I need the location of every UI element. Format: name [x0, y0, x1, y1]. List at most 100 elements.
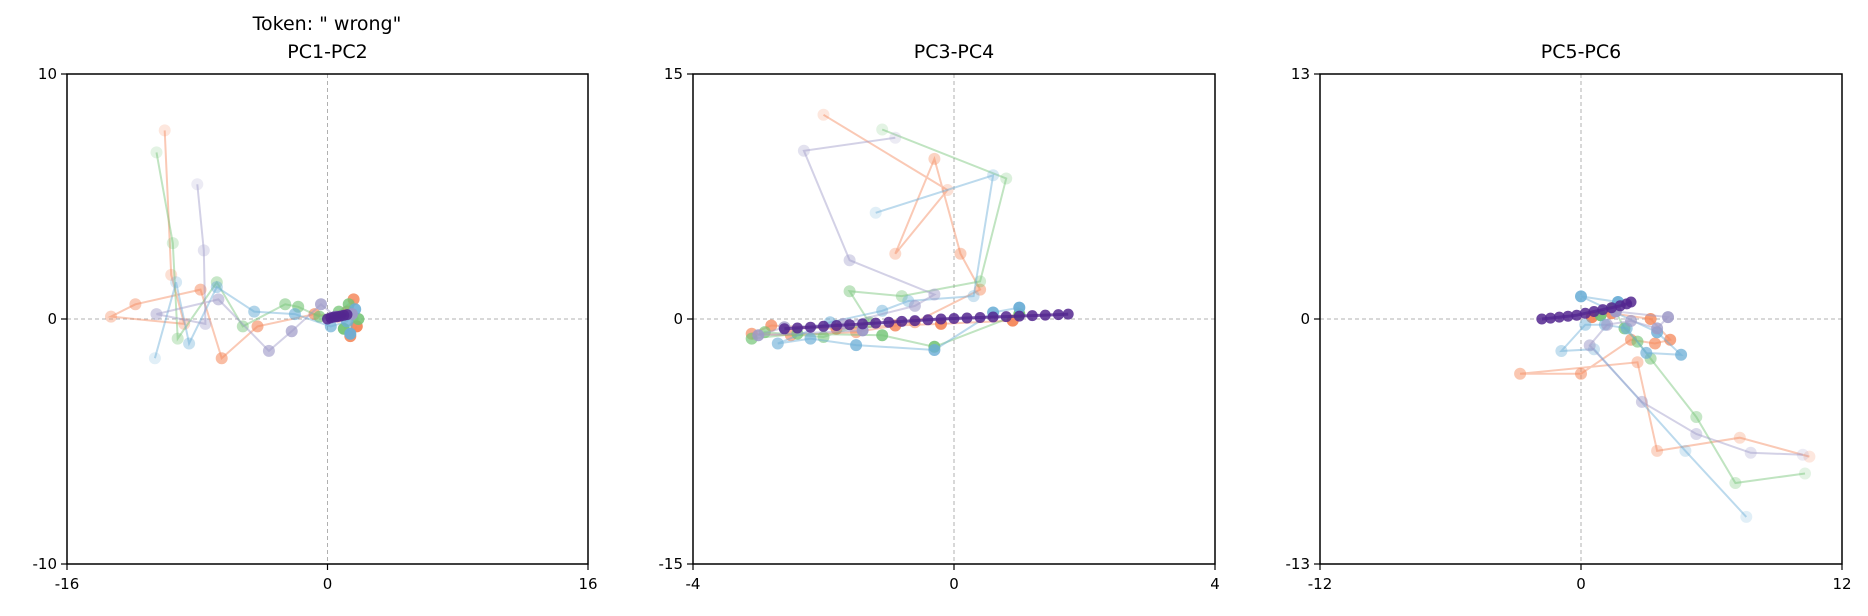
subplot-title: PC3-PC4	[914, 41, 994, 63]
data-point	[831, 320, 842, 331]
data-point	[889, 131, 902, 144]
data-point	[1733, 431, 1746, 444]
data-point	[210, 281, 223, 294]
data-point	[974, 275, 987, 288]
data-point	[1013, 301, 1026, 314]
series-line	[751, 113, 1013, 337]
data-point	[869, 206, 882, 219]
y-tick-label: 0	[1300, 310, 1310, 328]
data-point	[1649, 337, 1661, 350]
data-point	[285, 325, 298, 338]
series-5	[322, 309, 353, 325]
data-point	[1553, 311, 1565, 323]
data-point	[165, 268, 178, 281]
data-point	[251, 320, 264, 333]
x-tick-label: -16	[55, 575, 80, 593]
x-tick-label: -4	[686, 575, 701, 593]
data-point	[1583, 339, 1596, 352]
subplot-1: -16 0 16 -10 0 10 PC1-PC2	[33, 41, 598, 593]
data-point	[210, 276, 223, 289]
data-point	[1635, 395, 1648, 408]
data-point	[1740, 510, 1753, 523]
data-point	[1631, 356, 1644, 369]
data-point	[928, 344, 941, 356]
data-point	[1796, 448, 1809, 461]
data-point	[1625, 314, 1637, 327]
data-point	[1662, 311, 1674, 324]
series-line	[107, 130, 358, 360]
data-point	[215, 352, 228, 365]
data-point	[1690, 428, 1703, 440]
data-point	[1588, 306, 1600, 317]
data-point	[876, 329, 889, 342]
data-point	[928, 152, 941, 165]
data-point	[857, 318, 869, 330]
series-4	[752, 131, 941, 342]
data-point	[1579, 318, 1592, 331]
series-line	[1559, 295, 1748, 518]
data-point	[1651, 444, 1664, 457]
data-point	[928, 288, 941, 301]
x-tick-label: 0	[323, 575, 333, 593]
data-point	[1625, 296, 1637, 308]
series-line	[156, 184, 353, 353]
data-point	[150, 146, 163, 159]
data-point	[844, 319, 856, 331]
data-point	[1597, 304, 1609, 316]
data-point	[1571, 309, 1583, 321]
data-point	[183, 337, 196, 350]
data-point	[1579, 307, 1591, 319]
data-point	[129, 298, 142, 311]
data-point	[1536, 313, 1548, 325]
data-point	[158, 124, 171, 137]
series-5	[1536, 296, 1637, 325]
data-point	[148, 352, 161, 365]
data-point	[1026, 310, 1038, 322]
data-point	[1601, 318, 1614, 331]
data-point	[1664, 333, 1677, 346]
data-point	[935, 313, 947, 325]
data-point	[212, 293, 225, 306]
data-point	[895, 290, 908, 303]
y-tick-label: 15	[664, 65, 683, 83]
series-line	[777, 173, 1020, 352]
data-point	[804, 332, 817, 345]
series-1	[105, 124, 363, 365]
data-point	[344, 327, 357, 340]
x-tick-label: 0	[949, 575, 959, 593]
data-point	[150, 308, 163, 321]
data-point	[1000, 172, 1013, 185]
data-point	[1514, 367, 1527, 380]
data-point	[1575, 290, 1587, 303]
data-point	[341, 309, 353, 321]
data-point	[818, 320, 829, 332]
y-tick-label: -13	[1286, 555, 1311, 573]
data-point	[1562, 310, 1574, 322]
data-point	[954, 247, 967, 260]
series-3	[771, 169, 1026, 356]
data-point	[1675, 348, 1688, 361]
data-point	[1062, 308, 1074, 320]
x-tick-label: 16	[578, 575, 597, 593]
data-point	[1545, 312, 1556, 324]
data-point	[236, 320, 249, 333]
y-tick-label: 0	[673, 310, 683, 328]
data-point	[1631, 335, 1644, 348]
data-point	[961, 312, 973, 324]
series-4	[1583, 305, 1809, 461]
data-point	[908, 299, 921, 312]
data-point	[883, 316, 895, 328]
figure-title: Token: " wrong"	[252, 13, 402, 35]
data-point	[778, 323, 790, 335]
series-5	[778, 308, 1074, 335]
data-point	[1000, 311, 1012, 323]
data-point	[288, 308, 301, 321]
data-point	[171, 332, 184, 345]
data-point	[1039, 309, 1051, 321]
data-point	[1644, 313, 1657, 325]
x-tick-label: 0	[1576, 575, 1586, 593]
data-point	[974, 312, 986, 323]
x-tick-label: -12	[1308, 575, 1333, 593]
data-point	[948, 313, 960, 324]
